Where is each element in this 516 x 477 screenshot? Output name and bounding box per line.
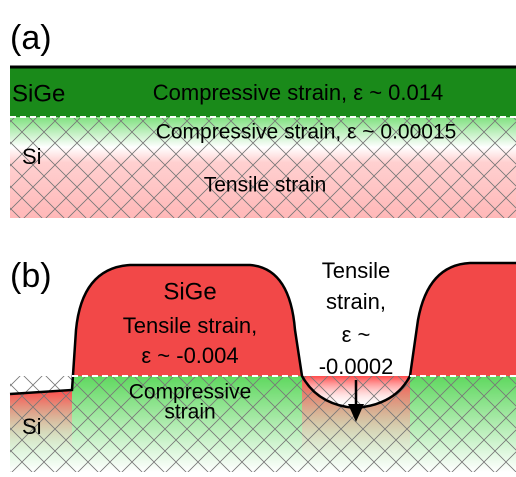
- strain-label: strain: [164, 401, 215, 424]
- hatch: [10, 376, 516, 472]
- strain-label: Tensile strain: [204, 174, 327, 197]
- sige-island: [410, 263, 516, 376]
- strain-label: ε ~ -0.004: [141, 343, 238, 368]
- strain-label: -0.0002: [319, 354, 394, 379]
- strain-label: Compressive strain, ε ~ 0.00015: [156, 121, 457, 144]
- material: Si: [22, 414, 42, 439]
- material: SiGe: [12, 80, 65, 107]
- panel-label: (a): [10, 19, 52, 57]
- material: SiGe: [163, 278, 216, 305]
- panel-label: (b): [10, 257, 52, 295]
- strain-label: Tensile strain,: [123, 313, 258, 338]
- strain-label: strain,: [326, 289, 386, 314]
- strain-label: ε ~: [342, 322, 371, 347]
- material: Si: [22, 144, 42, 169]
- strain-label: Tensile: [322, 258, 390, 283]
- strain-label: Compressive strain, ε ~ 0.014: [153, 80, 443, 105]
- diagram: (a) SiGe Compressive strain, ε ~ 0.014 C…: [0, 0, 516, 472]
